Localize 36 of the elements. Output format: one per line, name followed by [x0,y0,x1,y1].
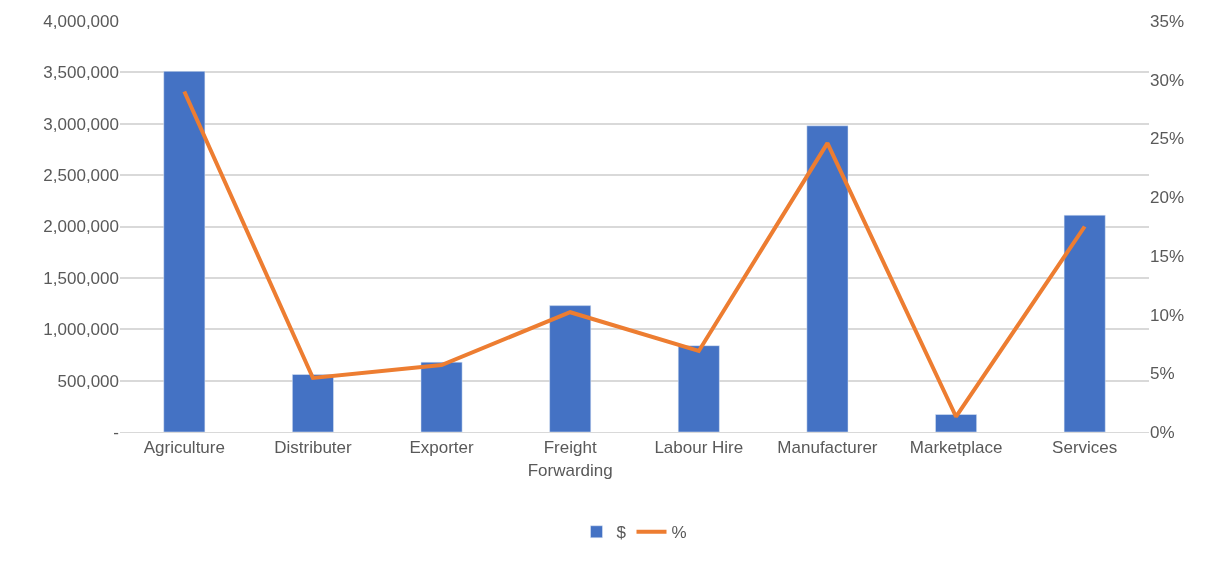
legend-label: % [671,523,687,543]
y-tick-label: 2,000,000 [43,217,119,237]
bar [1063,214,1106,432]
x-tick-label: Labour Hire [654,438,744,458]
x-tick-label: Marketplace [909,438,1003,458]
x-tick-label: Exporter [409,438,475,458]
bar [420,361,463,432]
y-tick-label: 500,000 [57,371,119,391]
line-series [182,89,1087,419]
y-tick-label: 1,000,000 [43,320,119,340]
bar [549,305,592,432]
y2-tick-label: 10% [1150,305,1185,325]
bar [677,345,720,432]
y-tick-label: 3,000,000 [43,114,119,134]
y-tick-label: 2,500,000 [43,166,119,186]
bar [163,71,206,432]
y2-tick-label: 5% [1150,364,1175,384]
bar [292,374,334,432]
y2-tick-label: 15% [1150,246,1185,266]
y-tick-label: - [113,422,119,442]
y2-tick-label: 30% [1150,70,1185,90]
y-tick-label: 4,000,000 [43,11,119,31]
x-tick-label: Agriculture [143,438,225,458]
x-tick-label: Manufacturer [777,438,878,458]
x-tick-label: Services [1052,438,1118,458]
y2-tick-label: 0% [1150,422,1175,442]
x-tick-label: Distributer [274,438,353,458]
legend-label: $ [616,523,627,543]
y2-tick-label: 25% [1150,129,1185,149]
bar [806,125,849,432]
bar [935,414,977,432]
y-tick-label: 1,500,000 [43,268,119,288]
y2-tick-label: 20% [1150,188,1185,208]
x-tick-label: Freight Forwarding [527,438,613,480]
y2-tick-label: 35% [1150,11,1185,31]
y-tick-label: 3,500,000 [43,63,119,83]
